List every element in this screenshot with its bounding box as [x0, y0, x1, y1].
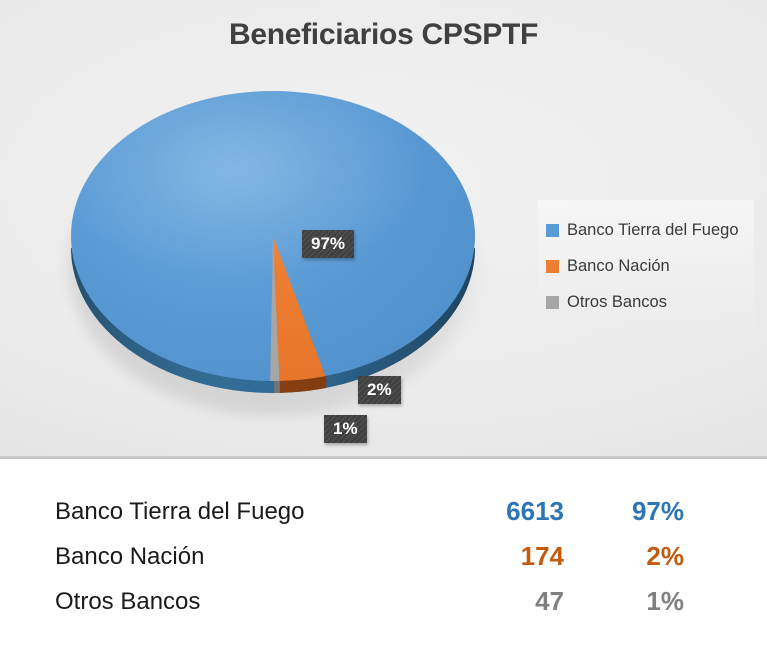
table-cell-name: Banco Tierra del Fuego: [55, 497, 305, 525]
data-table: Banco Tierra del Fuego 6613 97% Banco Na…: [0, 462, 767, 653]
legend-item-banco-tierra-del-fuego[interactable]: Banco Tierra del Fuego: [546, 212, 746, 248]
legend-label-banco-tierra-del-fuego: Banco Tierra del Fuego: [567, 220, 739, 239]
legend-label-otros-bancos: Otros Bancos: [567, 292, 667, 311]
table-cell-name: Banco Nación: [55, 542, 205, 570]
table-row: Otros Bancos 47 1%: [0, 579, 767, 624]
legend-swatch-icon-banco-tierra-del-fuego: [546, 223, 559, 237]
table-cell-percent: 2%: [646, 541, 684, 571]
pie-chart-3d[interactable]: 97% 2% 1%: [66, 86, 486, 443]
pie-data-label-banco-nacion: 2%: [358, 376, 401, 404]
chart-title: Beneficiarios CPSPTF: [228, 18, 539, 51]
pie-slice-otros-bancos[interactable]: [270, 236, 280, 381]
chart-legend: Banco Tierra del Fuego Banco Nación Otro…: [538, 200, 754, 332]
pie-data-label-banco-tierra-del-fuego: 97%: [302, 230, 355, 258]
table-row: Banco Tierra del Fuego 6613 97%: [0, 489, 767, 534]
legend-item-banco-nacion[interactable]: Banco Nación: [546, 248, 746, 284]
chart-plot-area: Beneficiarios CPSPTF 97% 2% 1% Ba: [0, 0, 767, 459]
legend-item-otros-bancos[interactable]: Otros Bancos: [546, 284, 746, 320]
table-row: Banco Nación 174 2%: [0, 534, 767, 579]
table-cell-percent: 1%: [646, 586, 684, 616]
table-cell-name: Otros Bancos: [55, 587, 201, 615]
table-cell-value: 47: [535, 586, 564, 616]
table-cell-value: 174: [520, 541, 564, 571]
pie-data-label-otros-bancos: 1%: [324, 415, 367, 443]
legend-swatch-icon-banco-nacion: [546, 259, 559, 273]
legend-label-banco-nacion: Banco Nación: [567, 256, 670, 275]
legend-swatch-icon-otros-bancos: [546, 295, 559, 309]
table-cell-value: 6613: [506, 496, 564, 526]
pie-top-face: [71, 91, 475, 381]
table-cell-percent: 97%: [631, 496, 684, 526]
